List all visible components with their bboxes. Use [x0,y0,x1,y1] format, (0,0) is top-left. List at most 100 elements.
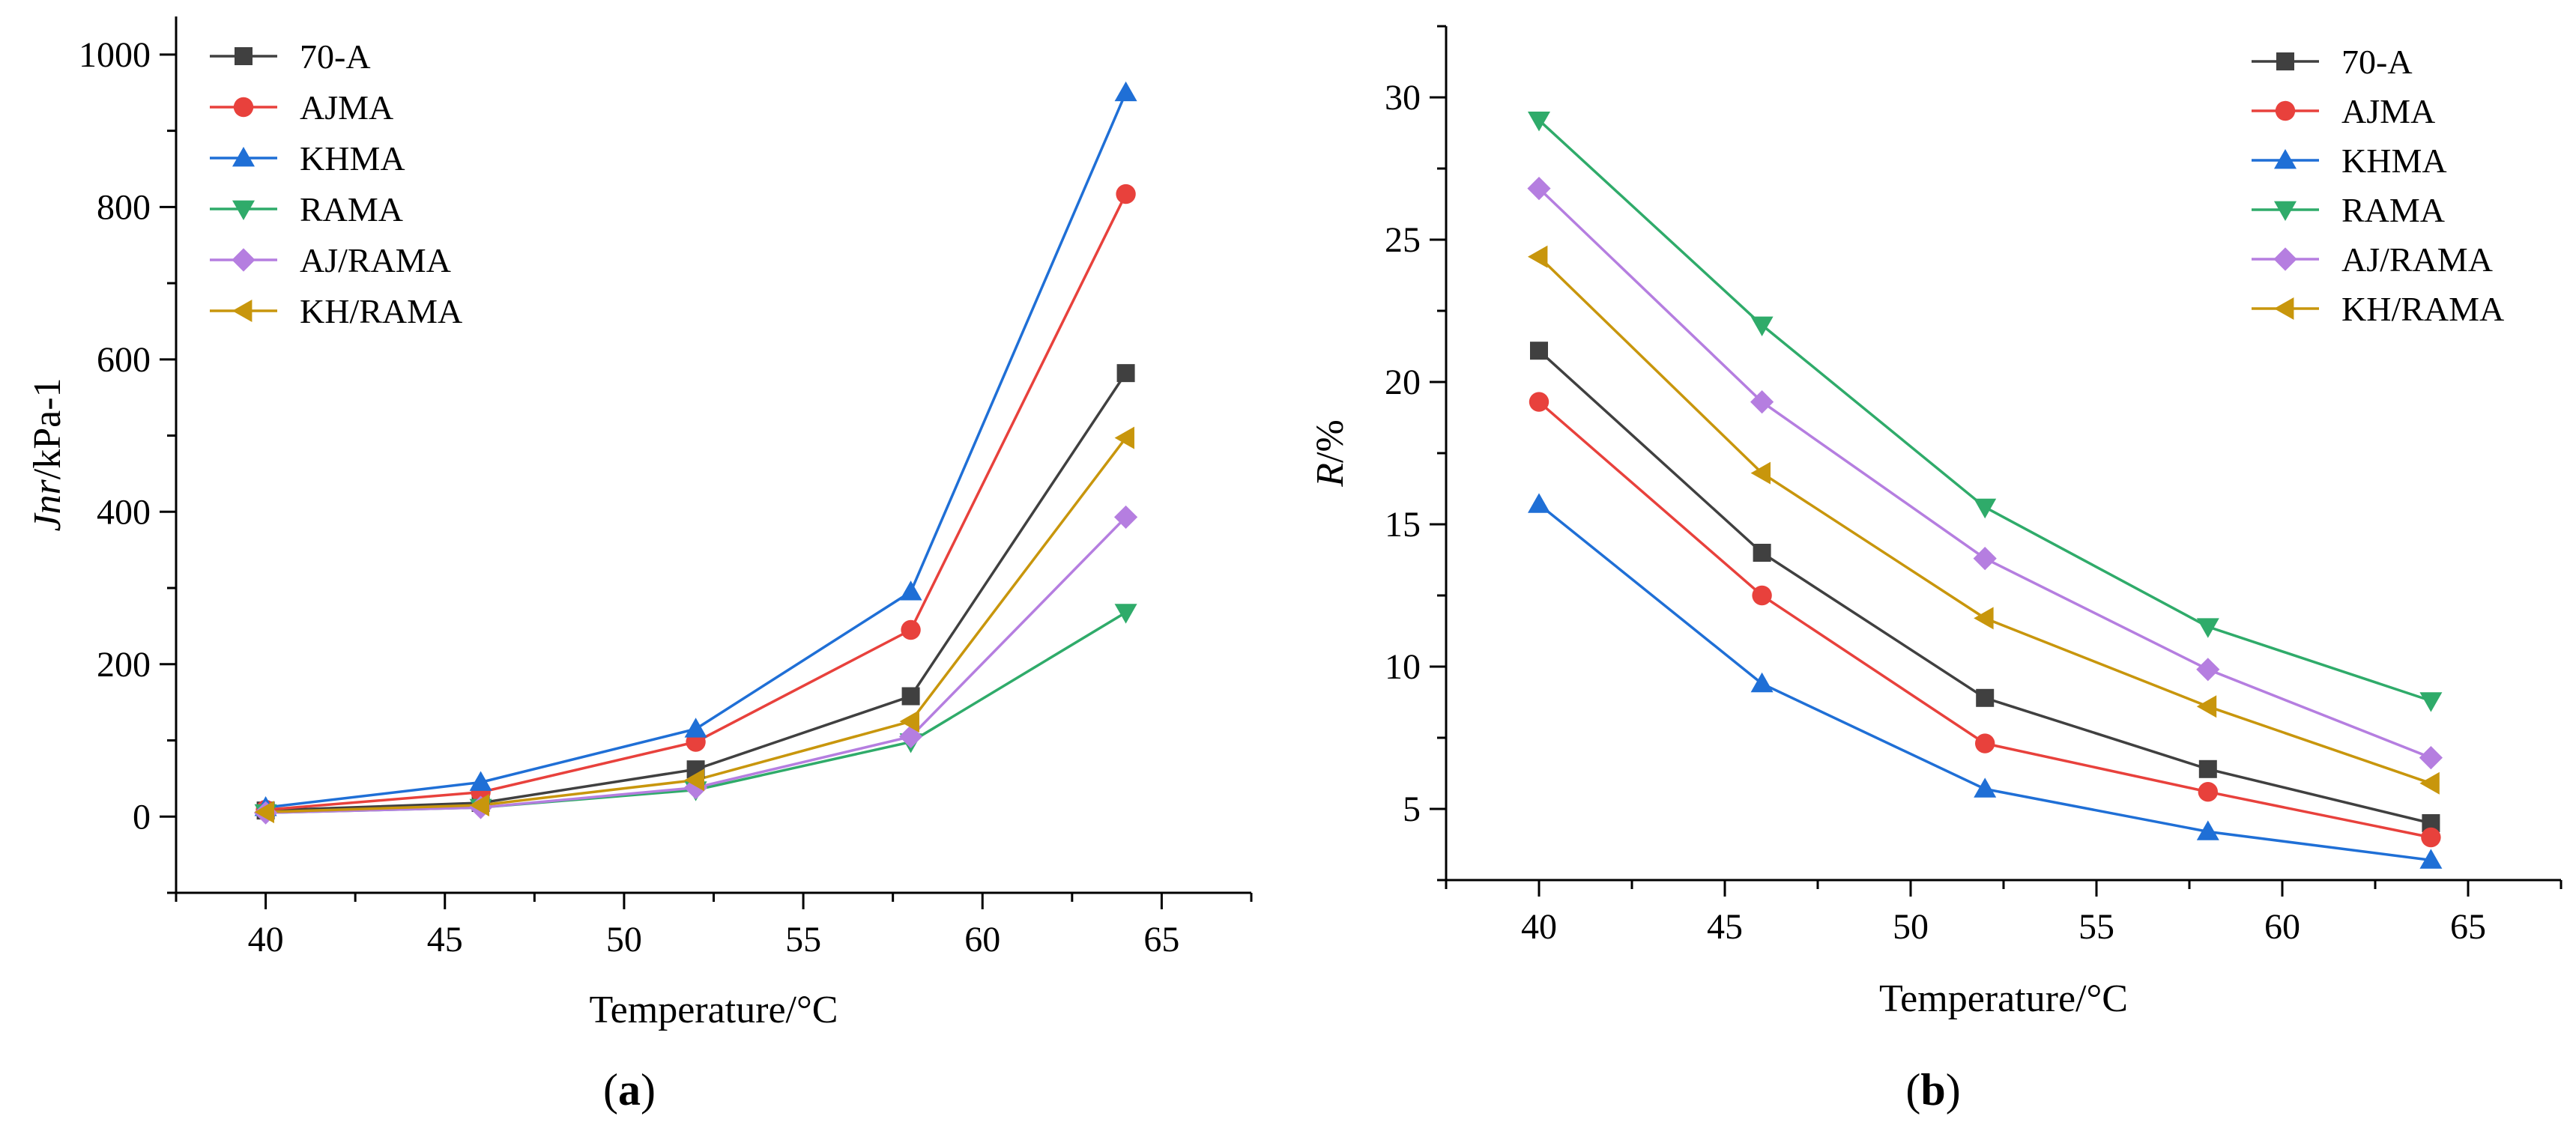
data-point-aj-rama [2196,658,2220,682]
data-point-aj-rama [2419,746,2443,770]
data-point-rama [2419,692,2443,712]
data-point-khma [899,580,922,601]
legend-label: 70-A [300,37,371,76]
panel-letter: b [1920,1065,1945,1115]
x-tick-label: 40 [248,920,284,959]
x-tick-label: 65 [1143,920,1179,959]
y-axis-title-symbol: Jnr [26,479,69,531]
x-axis-title: Temperature/°C [1879,977,2128,1020]
legend-label: KHMA [2341,142,2447,180]
data-point-ajma [901,619,921,640]
legend-marker [232,147,255,167]
y-tick-label: 20 [1385,363,1421,402]
chart-panel-a: 40 45 50 55 60 65 0 200 400 600 800 1000 Temperature… [26,16,1253,1115]
x-tick-label: 50 [606,920,642,959]
legend-marker [2275,100,2296,121]
data-point-khma [469,771,492,791]
data-point-rama [1974,498,1997,519]
legend-marker [235,47,253,65]
data-point-khma [1528,493,1550,513]
legend-marker [2274,297,2294,320]
legend-marker [232,248,256,272]
data-point-aj-rama [1973,547,1997,571]
data-point-aj-rama [1113,505,1138,530]
series-line-kh-rama [265,437,1127,813]
y-tick-label: 400 [97,492,151,532]
data-point-ajma [1975,733,1995,753]
data-point-aj-rama [1750,390,1774,414]
y-tick-label: 25 [1385,220,1421,260]
y-axis-title-symbol: R [1309,463,1352,488]
y-axis-title: R/% [1309,419,1352,488]
y-axis-title-unit: /kPa-1 [26,377,69,479]
legend-label: AJ/RAMA [2341,240,2493,279]
legend-label: AJMA [300,88,393,127]
data-point-ajma [1752,585,1772,606]
legend-label: AJMA [2341,92,2435,130]
data-point-70-a [1530,342,1548,360]
chart-panel-b: 40 45 50 55 60 65 5 10 15 20 25 30 Temperature/°C R/%… [1309,25,2563,1115]
data-point-rama [2196,618,2219,638]
x-tick-label: 55 [785,920,821,959]
data-point-khma [684,718,707,738]
data-point-kh-rama [1750,461,1771,485]
data-point-khma [1974,777,1997,798]
legend-marker [2274,149,2297,169]
data-point-ajma [2198,782,2218,802]
data-point-khma [2196,820,2219,840]
panel-letter: a [618,1065,641,1115]
y-tick-label: 30 [1385,78,1421,118]
data-point-kh-rama [1974,607,1994,630]
data-point-ajma [1529,392,1549,412]
x-tick-label: 55 [2078,907,2114,947]
y-tick-label: 10 [1385,647,1421,687]
y-tick-label: 1000 [79,35,151,75]
y-tick-label: 800 [97,187,151,227]
data-point-70-a [2198,759,2217,778]
legend-label: KH/RAMA [300,292,462,330]
y-tick-label: 15 [1385,505,1421,545]
x-tick-label: 60 [964,920,1000,959]
y-tick-label: 600 [97,340,151,380]
legend-label: RAMA [300,190,403,228]
data-point-kh-rama [1114,426,1134,449]
x-tick-label: 45 [1707,907,1743,947]
panel-label: (b) [1905,1065,1960,1115]
legend-label: AJ/RAMA [300,241,451,279]
legend-marker [2273,247,2297,271]
legend-marker [2276,52,2294,70]
legend-marker [232,300,253,322]
y-axis-title-unit: /% [1309,419,1352,463]
x-tick-label: 40 [1521,907,1557,947]
data-point-kh-rama [254,801,274,824]
data-point-70-a [901,687,920,706]
data-point-rama [1528,112,1550,132]
legend-marker [2274,201,2297,221]
data-point-kh-rama [2419,771,2440,795]
legend-label: RAMA [2341,191,2445,229]
legend-marker [233,97,254,118]
data-point-ajma [1116,184,1136,204]
data-point-khma [2419,849,2443,869]
data-point-kh-rama [684,768,704,792]
data-point-khma [1114,81,1137,102]
series-line-ajma [265,193,1128,811]
data-point-kh-rama [469,794,489,816]
data-point-70-a [1116,364,1135,383]
x-tick-label: 45 [427,920,463,959]
y-axis-title: Jnr/kPa-1 [26,377,69,531]
panel-label: (a) [603,1065,656,1115]
legend-label: KHMA [300,139,405,178]
x-tick-label: 50 [1893,907,1929,947]
y-tick-label: 5 [1403,789,1421,829]
data-point-khma [1750,672,1774,693]
data-point-kh-rama [899,710,919,733]
data-point-rama [1114,604,1137,624]
x-tick-label: 65 [2450,907,2486,947]
data-point-rama [1750,316,1774,336]
data-point-ajma [2421,827,2441,848]
legend-label: KH/RAMA [2341,290,2504,328]
data-point-kh-rama [1528,245,1548,268]
data-point-kh-rama [2196,695,2217,718]
